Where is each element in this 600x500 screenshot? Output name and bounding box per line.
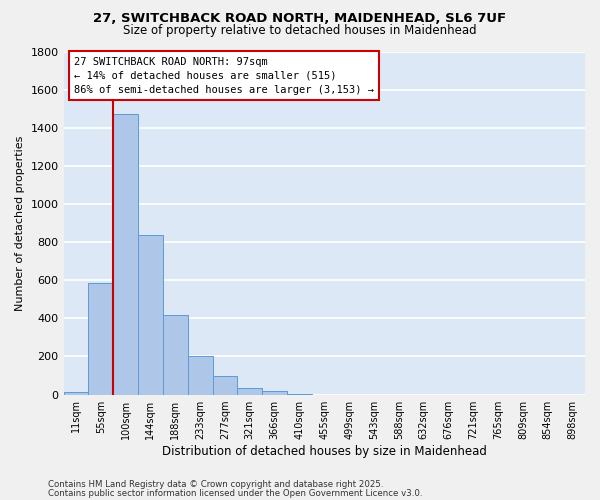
Bar	[212, 376, 238, 394]
X-axis label: Distribution of detached houses by size in Maidenhead: Distribution of detached houses by size …	[162, 444, 487, 458]
Text: Contains public sector information licensed under the Open Government Licence v3: Contains public sector information licen…	[48, 488, 422, 498]
Bar	[64, 392, 88, 394]
Bar	[188, 356, 212, 395]
Y-axis label: Number of detached properties: Number of detached properties	[15, 136, 25, 310]
Text: 27, SWITCHBACK ROAD NORTH, MAIDENHEAD, SL6 7UF: 27, SWITCHBACK ROAD NORTH, MAIDENHEAD, S…	[94, 12, 506, 26]
Bar	[238, 388, 262, 394]
Text: Contains HM Land Registry data © Crown copyright and database right 2025.: Contains HM Land Registry data © Crown c…	[48, 480, 383, 489]
Bar	[262, 391, 287, 394]
Bar	[113, 114, 138, 394]
Text: Size of property relative to detached houses in Maidenhead: Size of property relative to detached ho…	[123, 24, 477, 37]
Bar	[138, 236, 163, 394]
Bar	[163, 316, 188, 394]
Bar	[88, 283, 113, 395]
Text: 27 SWITCHBACK ROAD NORTH: 97sqm
← 14% of detached houses are smaller (515)
86% o: 27 SWITCHBACK ROAD NORTH: 97sqm ← 14% of…	[74, 56, 374, 94]
